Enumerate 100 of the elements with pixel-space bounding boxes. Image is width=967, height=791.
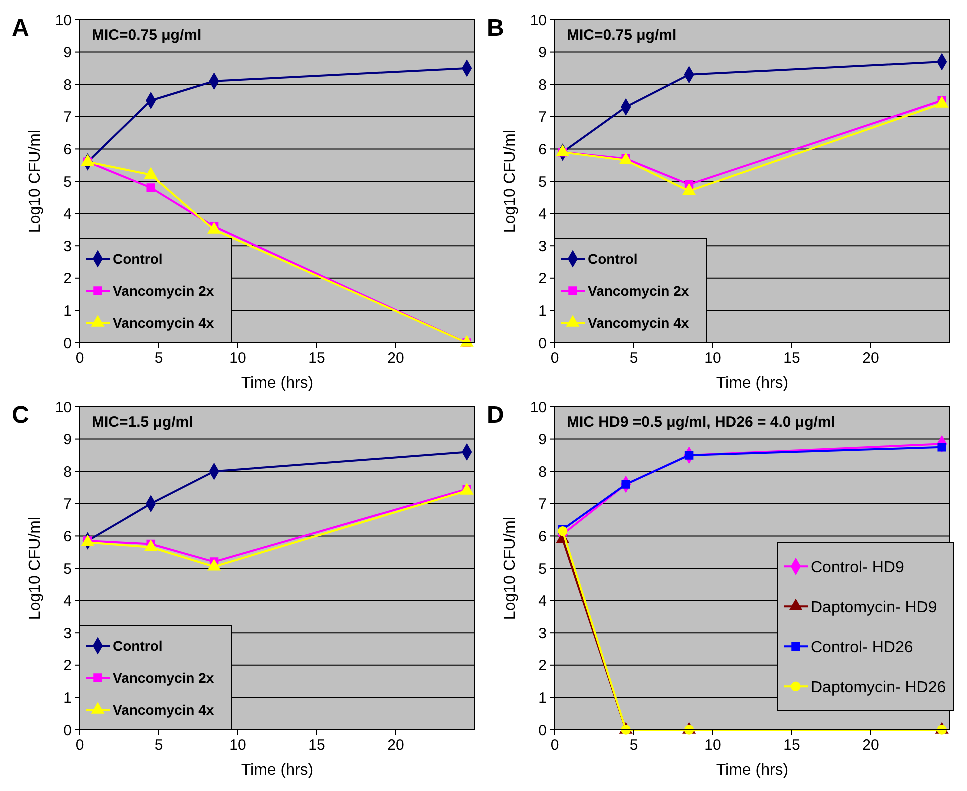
x-tick-label: 20	[388, 737, 404, 754]
point	[144, 168, 158, 179]
annotation: MIC HD9 =0.5 μg/ml, HD26 = 4.0 μg/ml	[567, 414, 836, 431]
y-axis-title: Log10 CFU/ml	[502, 130, 519, 234]
y-tick-label: 8	[64, 464, 72, 481]
x-axis-title: Time (hrs)	[716, 762, 789, 779]
y-tick-label: 7	[538, 109, 547, 126]
y-tick-label: 0	[64, 722, 72, 740]
x-tick-label: 10	[704, 737, 722, 754]
x-tick-label: 0	[76, 737, 84, 754]
x-tick-label: 0	[550, 350, 560, 367]
y-axis-title: Log10 CFU/ml	[27, 130, 44, 234]
x-tick-label: 5	[630, 737, 638, 754]
legend-label: Control	[113, 638, 163, 654]
y-tick-label: 0	[538, 335, 547, 352]
x-tick-label: 10	[230, 350, 246, 367]
x-tick-label: 20	[862, 350, 880, 367]
y-tick-label: 2	[538, 270, 547, 288]
legend-label: Vancomycin 4x	[113, 702, 214, 718]
y-tick-label: 4	[538, 593, 547, 610]
chart-title: C	[12, 402, 30, 429]
y-tick-label: 3	[538, 238, 547, 256]
y-tick-label: 4	[538, 206, 547, 224]
point	[682, 184, 696, 196]
point	[208, 222, 221, 234]
x-tick-label: 15	[784, 737, 800, 754]
y-tick-label: 1	[64, 690, 72, 707]
x-tick-label: 20	[862, 737, 880, 754]
y-tick-label: 9	[64, 432, 72, 449]
legend-label: Vancomycin 4x	[588, 314, 690, 331]
y-tick-label: 3	[64, 238, 72, 256]
y-tick-label: 5	[64, 560, 72, 578]
annotation: MIC=0.75 μg/ml	[92, 27, 202, 44]
legend-label: Control- HD9	[811, 559, 904, 576]
y-tick-label: 4	[64, 593, 72, 610]
x-tick-label: 5	[154, 350, 164, 367]
y-tick-label: 6	[64, 141, 72, 158]
y-tick-label: 2	[64, 270, 72, 288]
y-tick-label: 9	[538, 44, 547, 62]
y-tick-label: 7	[64, 109, 72, 126]
y-tick-label: 8	[538, 464, 547, 481]
y-tick-label: 7	[538, 496, 547, 514]
legend-label: Vancomycin 2x	[113, 670, 214, 686]
x-tick-label: 0	[550, 737, 560, 754]
y-tick-label: 1	[538, 302, 547, 320]
y-tick-label: 10	[55, 399, 72, 416]
y-tick-label: 8	[64, 76, 72, 94]
y-tick-label: 10	[530, 399, 547, 416]
y-tick-label: 6	[538, 141, 547, 158]
legend-label: Control	[113, 250, 163, 267]
y-tick-label: 3	[64, 625, 72, 642]
x-tick-label: 5	[154, 737, 164, 754]
y-axis-title: Log10 CFU/ml	[502, 516, 519, 620]
legend-label: Control- HD26	[811, 639, 914, 656]
x-tick-label: 15	[308, 737, 326, 754]
y-tick-label: 5	[538, 560, 547, 578]
point	[208, 560, 221, 571]
x-tick-label: 10	[704, 350, 722, 367]
chart-title: A	[12, 15, 30, 42]
legend-label: Vancomycin 2x	[113, 282, 214, 299]
x-tick-label: 15	[784, 350, 800, 367]
x-tick-label: 0	[76, 350, 84, 367]
legend-label: Vancomycin 4x	[113, 314, 214, 331]
x-axis-title: Time (hrs)	[241, 762, 314, 779]
y-tick-label: 2	[538, 658, 547, 675]
y-tick-label: 3	[538, 625, 547, 642]
x-tick-label: 15	[308, 350, 326, 367]
legend-label: Vancomycin 2x	[588, 282, 690, 299]
y-tick-label: 1	[538, 690, 547, 707]
y-tick-label: 4	[64, 206, 72, 224]
point	[556, 145, 570, 156]
chart-title: B	[487, 15, 504, 42]
y-tick-label: 7	[64, 496, 72, 514]
y-tick-label: 10	[55, 12, 72, 30]
chart-title: D	[487, 402, 504, 429]
y-tick-label: 9	[64, 44, 72, 62]
y-tick-label: 10	[530, 12, 547, 30]
legend-label: Daptomycin- HD9	[811, 599, 938, 616]
x-axis-title: Time (hrs)	[716, 375, 789, 392]
x-tick-label: 20	[388, 350, 404, 367]
point	[460, 336, 474, 347]
y-tick-label: 8	[538, 76, 547, 94]
y-tick-label: 5	[64, 174, 72, 191]
y-tick-label: 0	[538, 722, 547, 740]
y-tick-label: 6	[538, 528, 547, 546]
point	[146, 184, 156, 192]
y-tick-label: 2	[64, 658, 72, 675]
x-tick-label: 10	[230, 737, 246, 754]
y-tick-label: 6	[64, 528, 72, 546]
x-tick-label: 5	[630, 350, 638, 367]
y-tick-label: 0	[64, 335, 72, 352]
y-axis-title: Log10 CFU/ml	[27, 516, 44, 620]
legend-label: Daptomycin- HD26	[811, 679, 946, 696]
y-tick-label: 5	[538, 174, 547, 191]
y-tick-label: 1	[64, 302, 72, 320]
y-tick-label: 9	[538, 432, 547, 449]
point	[144, 540, 158, 552]
x-axis-title: Time (hrs)	[241, 375, 314, 392]
legend-label: Control	[588, 250, 638, 267]
annotation: MIC=1.5 μg/ml	[92, 414, 194, 431]
